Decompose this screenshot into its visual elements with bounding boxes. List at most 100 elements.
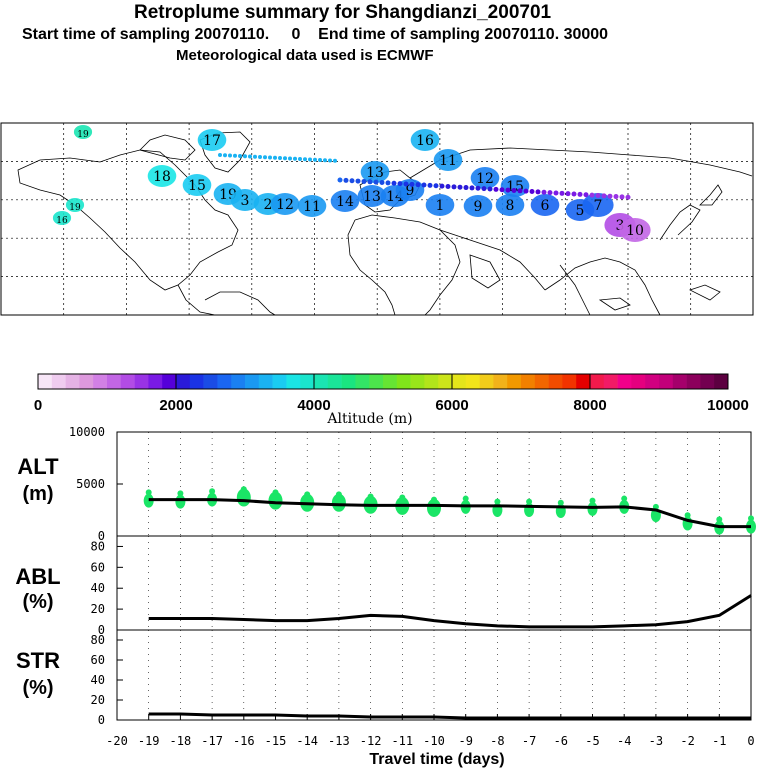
plume-spread-dot <box>589 497 596 504</box>
x-tick-label: -5 <box>585 734 599 748</box>
plume-spread-dot <box>272 489 279 496</box>
str-frame <box>116 629 752 721</box>
altitude-colorbar: 0 2000 4000 6000 8000 10000 Altitude (m) <box>34 373 749 427</box>
trajectory-dot <box>499 187 505 193</box>
y-tick-label: 0 <box>98 623 105 637</box>
x-tick-label: -16 <box>233 734 255 748</box>
trajectory-dot <box>595 192 601 198</box>
met-data-label: Meteorological data used is ECMWF <box>176 47 434 64</box>
abl-line <box>148 594 752 629</box>
trajectory-dot <box>337 177 343 183</box>
colorbar-cell <box>148 374 163 389</box>
trajectory-dot <box>288 156 292 161</box>
plume-marker <box>182 174 212 196</box>
trajectory-dot <box>619 194 625 200</box>
trajectory-dot <box>243 154 247 159</box>
y-tick-label: 80 <box>91 539 105 553</box>
trajectory-dot <box>233 153 237 158</box>
y-tick-label: 0 <box>98 713 105 727</box>
x-tick-label: -7 <box>522 734 536 748</box>
plume-label: 16 <box>56 216 68 226</box>
colorbar-cell <box>217 374 232 389</box>
trajectory-dot <box>391 180 397 186</box>
abl-panel: ABL (%) 0 20 40 60 80 <box>15 535 752 637</box>
colorbar-cell <box>548 374 563 389</box>
plume-label: 18 <box>153 169 171 185</box>
x-axis-label: Travel time (days) <box>369 751 504 768</box>
trajectory-dot <box>535 189 541 195</box>
colorbar-cell <box>672 374 687 389</box>
trajectory-dot <box>577 191 583 197</box>
y-tick-label: 80 <box>91 633 105 647</box>
x-tick-label: -3 <box>649 734 663 748</box>
plume-label: 8 <box>506 198 515 214</box>
alt-plume-dots <box>143 486 756 535</box>
plume-spread-dot <box>587 501 598 516</box>
plume-spread-dot <box>427 498 441 517</box>
y-tick-label: 60 <box>91 560 105 574</box>
trajectory-dot <box>223 153 227 158</box>
x-tick-label: -1 <box>712 734 726 748</box>
trajectory-dot <box>607 193 613 199</box>
colorbar-cell <box>258 374 273 389</box>
x-tick-label: -15 <box>265 734 287 748</box>
plume-marker <box>360 161 390 183</box>
trajectory-dot <box>318 158 322 162</box>
x-tick-label: -8 <box>490 734 504 748</box>
trajectory-dot <box>553 190 559 196</box>
plume-spread-dot <box>621 495 628 502</box>
plume-marker <box>270 193 300 215</box>
colorbar-cell <box>300 374 315 389</box>
colorbar-cell <box>383 374 398 389</box>
colorbar-cell <box>424 374 439 389</box>
colorbar-cell <box>272 374 287 389</box>
plume-spread-dot <box>526 498 533 505</box>
colorbar-cell <box>51 374 66 389</box>
trajectory-dot <box>361 178 367 184</box>
y-tick-label: 40 <box>91 673 105 687</box>
x-tick-label: -18 <box>170 734 192 748</box>
colorbar-cell <box>286 374 301 389</box>
plume-spread-dot <box>494 498 501 505</box>
trajectory-dot <box>293 156 297 161</box>
colorbar-cell <box>479 374 494 389</box>
plume-label: 2 <box>264 197 273 213</box>
y-tick-label: 0 <box>98 529 105 543</box>
colorbar-cell <box>189 374 204 389</box>
trajectory-dot <box>355 178 361 184</box>
trajectory-dot <box>475 185 481 191</box>
trajectory-dot <box>433 183 439 189</box>
colorbar-cell <box>590 374 605 389</box>
colorbar-cell <box>162 374 177 389</box>
plume-marker <box>52 211 72 225</box>
y-tick-label: 40 <box>91 581 105 595</box>
trajectory-dot <box>529 189 535 195</box>
trajectory-dot <box>308 157 312 162</box>
colorbar-cell <box>369 374 384 389</box>
trajectory-dot <box>323 158 327 163</box>
colorbar-cell <box>107 374 122 389</box>
trajectory-dot <box>248 154 252 159</box>
trajectory-dot <box>427 182 433 188</box>
colorbar-cell <box>521 374 536 389</box>
colorbar-tick-label: 4000 <box>297 397 330 414</box>
x-tick-label: -12 <box>360 734 382 748</box>
trajectory-dot <box>445 183 451 189</box>
plume-label: 7 <box>594 198 603 214</box>
colorbar-cell <box>465 374 480 389</box>
colorbar-tick-label: 2000 <box>159 397 192 414</box>
colorbar-cell <box>396 374 411 389</box>
y-tick-label: 60 <box>91 653 105 667</box>
x-tick-label: -4 <box>617 734 631 748</box>
colorbar-cell <box>617 374 632 389</box>
plume-marker <box>530 194 560 216</box>
trajectory-dot <box>228 153 232 158</box>
trajectory-dot <box>343 177 349 183</box>
colorbar-cell <box>314 374 329 389</box>
str-panel: STR (%) 0 20 40 60 80 <box>16 629 752 727</box>
trajectory-dot <box>511 187 517 193</box>
abl-label: ABL <box>15 564 60 589</box>
colorbar-cell <box>507 374 522 389</box>
x-tick-label: -2 <box>680 734 694 748</box>
colorbar-cell <box>341 374 356 389</box>
